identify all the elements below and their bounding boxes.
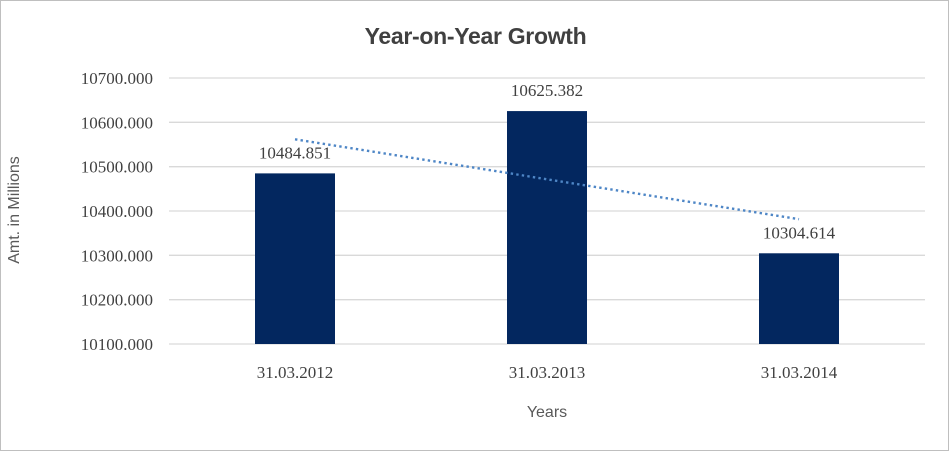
x-tick-label: 31.03.2014 <box>761 363 838 382</box>
bar <box>507 111 587 344</box>
y-tick-label: 10600.000 <box>81 113 153 132</box>
x-axis-title: Years <box>526 404 568 421</box>
y-tick-label: 10300.000 <box>81 246 153 265</box>
bar <box>255 173 335 344</box>
y-tick-label: 10400.000 <box>81 202 153 221</box>
bar <box>759 253 839 344</box>
trendline <box>294 138 800 221</box>
x-tick-label: 31.03.2012 <box>257 363 334 382</box>
x-tick-label: 31.03.2013 <box>509 363 586 382</box>
chart-title: Year-on-Year Growth <box>364 23 587 49</box>
y-tick-label: 10100.000 <box>81 335 153 354</box>
y-tick-label: 10700.000 <box>81 69 153 88</box>
bar-data-label: 10484.851 <box>259 143 331 162</box>
y-tick-label: 10200.000 <box>81 291 153 310</box>
y-tick-label: 10500.000 <box>81 158 153 177</box>
bar-data-label: 10304.614 <box>763 223 836 242</box>
bar-data-label: 10625.382 <box>511 81 583 100</box>
